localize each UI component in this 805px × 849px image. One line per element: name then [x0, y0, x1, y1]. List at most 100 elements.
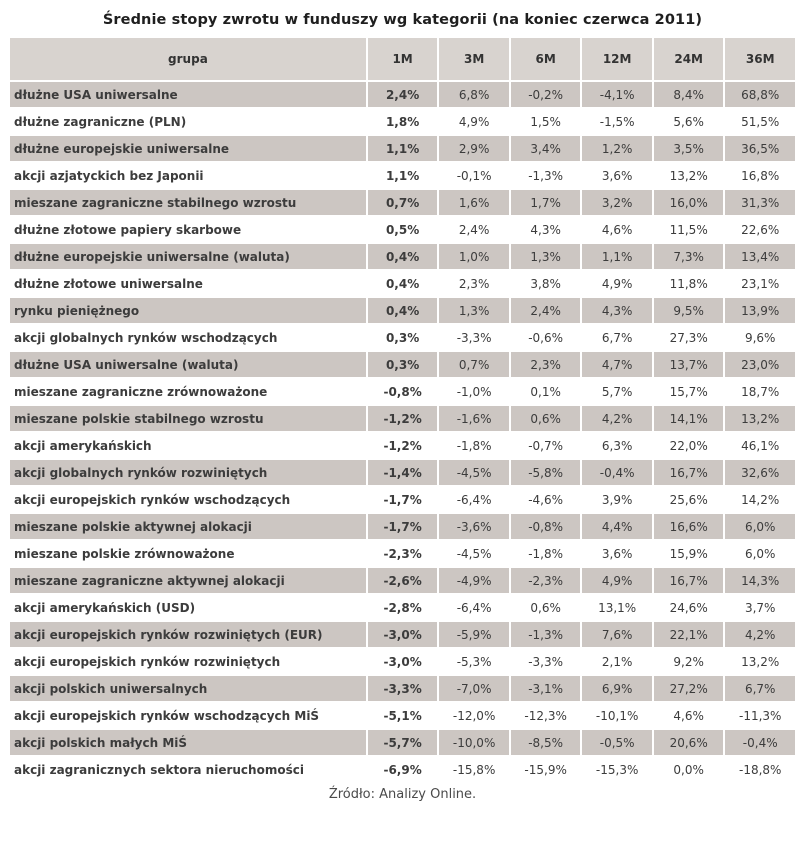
value-cell: 6,7% — [725, 676, 795, 701]
value-cell: -8,5% — [510, 730, 581, 755]
value-cell: -6,4% — [439, 487, 509, 512]
value-cell: 1,6% — [439, 190, 509, 215]
group-cell: akcji europejskich rynków rozwiniętych — [10, 649, 366, 674]
group-cell: akcji polskich uniwersalnych — [10, 676, 366, 701]
value-cell: 4,6% — [653, 703, 724, 728]
table-row: akcji europejskich rynków rozwiniętych (… — [10, 622, 795, 647]
value-cell: -0,2% — [510, 82, 581, 107]
value-cell: -11,3% — [725, 703, 795, 728]
value-cell: 16,7% — [653, 460, 724, 485]
table-row: mieszane zagraniczne aktywnej alokacji -2… — [10, 568, 795, 593]
value-cell: 6,7% — [582, 325, 652, 350]
group-cell: mieszane zagraniczne aktywnej alokacji — [10, 568, 366, 593]
table-row: akcji globalnych rynków rozwiniętych -1,4… — [10, 460, 795, 485]
value-cell: 0,4% — [367, 244, 438, 269]
value-cell: 0,5% — [367, 217, 438, 242]
value-cell: -1,7% — [367, 487, 438, 512]
header-3m: 3M — [439, 38, 509, 80]
value-cell: 1,3% — [439, 298, 509, 323]
value-cell: -4,9% — [439, 568, 509, 593]
value-cell: 4,6% — [582, 217, 652, 242]
value-cell: 16,6% — [653, 514, 724, 539]
value-cell: 3,6% — [582, 541, 652, 566]
value-cell: 2,4% — [510, 298, 581, 323]
value-cell: -2,3% — [367, 541, 438, 566]
value-cell: 1,7% — [510, 190, 581, 215]
table-row: akcji amerykańskich (USD) -2,8% -6,4% 0,6% 1… — [10, 595, 795, 620]
group-cell: akcji europejskich rynków rozwiniętych (… — [10, 622, 366, 647]
value-cell: -0,8% — [367, 379, 438, 404]
value-cell: 5,6% — [653, 109, 724, 134]
value-cell: -0,1% — [439, 163, 509, 188]
value-cell: 4,7% — [582, 352, 652, 377]
header-1m: 1M — [367, 38, 438, 80]
value-cell: -12,3% — [510, 703, 581, 728]
value-cell: 3,8% — [510, 271, 581, 296]
value-cell: 7,3% — [653, 244, 724, 269]
table-row: akcji europejskich rynków wschodzących -1… — [10, 487, 795, 512]
value-cell: 9,2% — [653, 649, 724, 674]
table-row: mieszane polskie zrównoważone -2,3% -4,5% -… — [10, 541, 795, 566]
value-cell: 46,1% — [725, 433, 795, 458]
table-row: akcji zagranicznych sektora nieruchomośc… — [10, 757, 795, 782]
value-cell: -4,5% — [439, 541, 509, 566]
group-cell: dłużne europejskie uniwersalne (waluta) — [10, 244, 366, 269]
table-row: akcji amerykańskich -1,2% -1,8% -0,7% 6,3% 22… — [10, 433, 795, 458]
value-cell: 5,7% — [582, 379, 652, 404]
group-cell: mieszane zagraniczne zrównoważone — [10, 379, 366, 404]
value-cell: 1,1% — [367, 163, 438, 188]
value-cell: 1,0% — [439, 244, 509, 269]
value-cell: 13,9% — [725, 298, 795, 323]
group-cell: mieszane polskie stabilnego wzrostu — [10, 406, 366, 431]
value-cell: -6,4% — [439, 595, 509, 620]
value-cell: -5,3% — [439, 649, 509, 674]
value-cell: -15,9% — [510, 757, 581, 782]
group-cell: akcji europejskich rynków wschodzących M… — [10, 703, 366, 728]
value-cell: -2,6% — [367, 568, 438, 593]
value-cell: -0,4% — [725, 730, 795, 755]
value-cell: -4,5% — [439, 460, 509, 485]
value-cell: 4,9% — [582, 568, 652, 593]
value-cell: -18,8% — [725, 757, 795, 782]
table-row: akcji europejskich rynków rozwiniętych -3… — [10, 649, 795, 674]
value-cell: -1,4% — [367, 460, 438, 485]
value-cell: 15,7% — [653, 379, 724, 404]
value-cell: 13,1% — [582, 595, 652, 620]
value-cell: 18,7% — [725, 379, 795, 404]
value-cell: -0,8% — [510, 514, 581, 539]
value-cell: 0,3% — [367, 352, 438, 377]
table-row: akcji azjatyckich bez Japonii 1,1% -0,1% -1… — [10, 163, 795, 188]
value-cell: 9,5% — [653, 298, 724, 323]
table-row: dłużne USA uniwersalne 2,4% 6,8% -0,2% -4,1%… — [10, 82, 795, 107]
value-cell: 3,2% — [582, 190, 652, 215]
value-cell: -0,4% — [582, 460, 652, 485]
value-cell: -1,7% — [367, 514, 438, 539]
header-grupa: grupa — [10, 38, 366, 80]
value-cell: 22,0% — [653, 433, 724, 458]
value-cell: -15,3% — [582, 757, 652, 782]
value-cell: 3,6% — [582, 163, 652, 188]
value-cell: 7,6% — [582, 622, 652, 647]
returns-table: grupa 1M 3M 6M 12M 24M 36M dłużne USA uniwers… — [8, 36, 797, 784]
value-cell: 6,9% — [582, 676, 652, 701]
table-row: akcji globalnych rynków wschodzących 0,3%… — [10, 325, 795, 350]
value-cell: 8,4% — [653, 82, 724, 107]
value-cell: -12,0% — [439, 703, 509, 728]
value-cell: -3,3% — [367, 676, 438, 701]
table-row: dłużne złotowe papiery skarbowe 0,5% 2,4% 4… — [10, 217, 795, 242]
value-cell: 4,3% — [582, 298, 652, 323]
table-row: mieszane polskie aktywnej alokacji -1,7% -… — [10, 514, 795, 539]
value-cell: 0,3% — [367, 325, 438, 350]
value-cell: -10,1% — [582, 703, 652, 728]
value-cell: 9,6% — [725, 325, 795, 350]
value-cell: 13,2% — [725, 406, 795, 431]
value-cell: -15,8% — [439, 757, 509, 782]
value-cell: 11,8% — [653, 271, 724, 296]
value-cell: 25,6% — [653, 487, 724, 512]
table-row: akcji polskich uniwersalnych -3,3% -7,0% -3… — [10, 676, 795, 701]
group-cell: akcji amerykańskich — [10, 433, 366, 458]
value-cell: 16,7% — [653, 568, 724, 593]
group-cell: dłużne USA uniwersalne — [10, 82, 366, 107]
group-cell: rynku pieniężnego — [10, 298, 366, 323]
